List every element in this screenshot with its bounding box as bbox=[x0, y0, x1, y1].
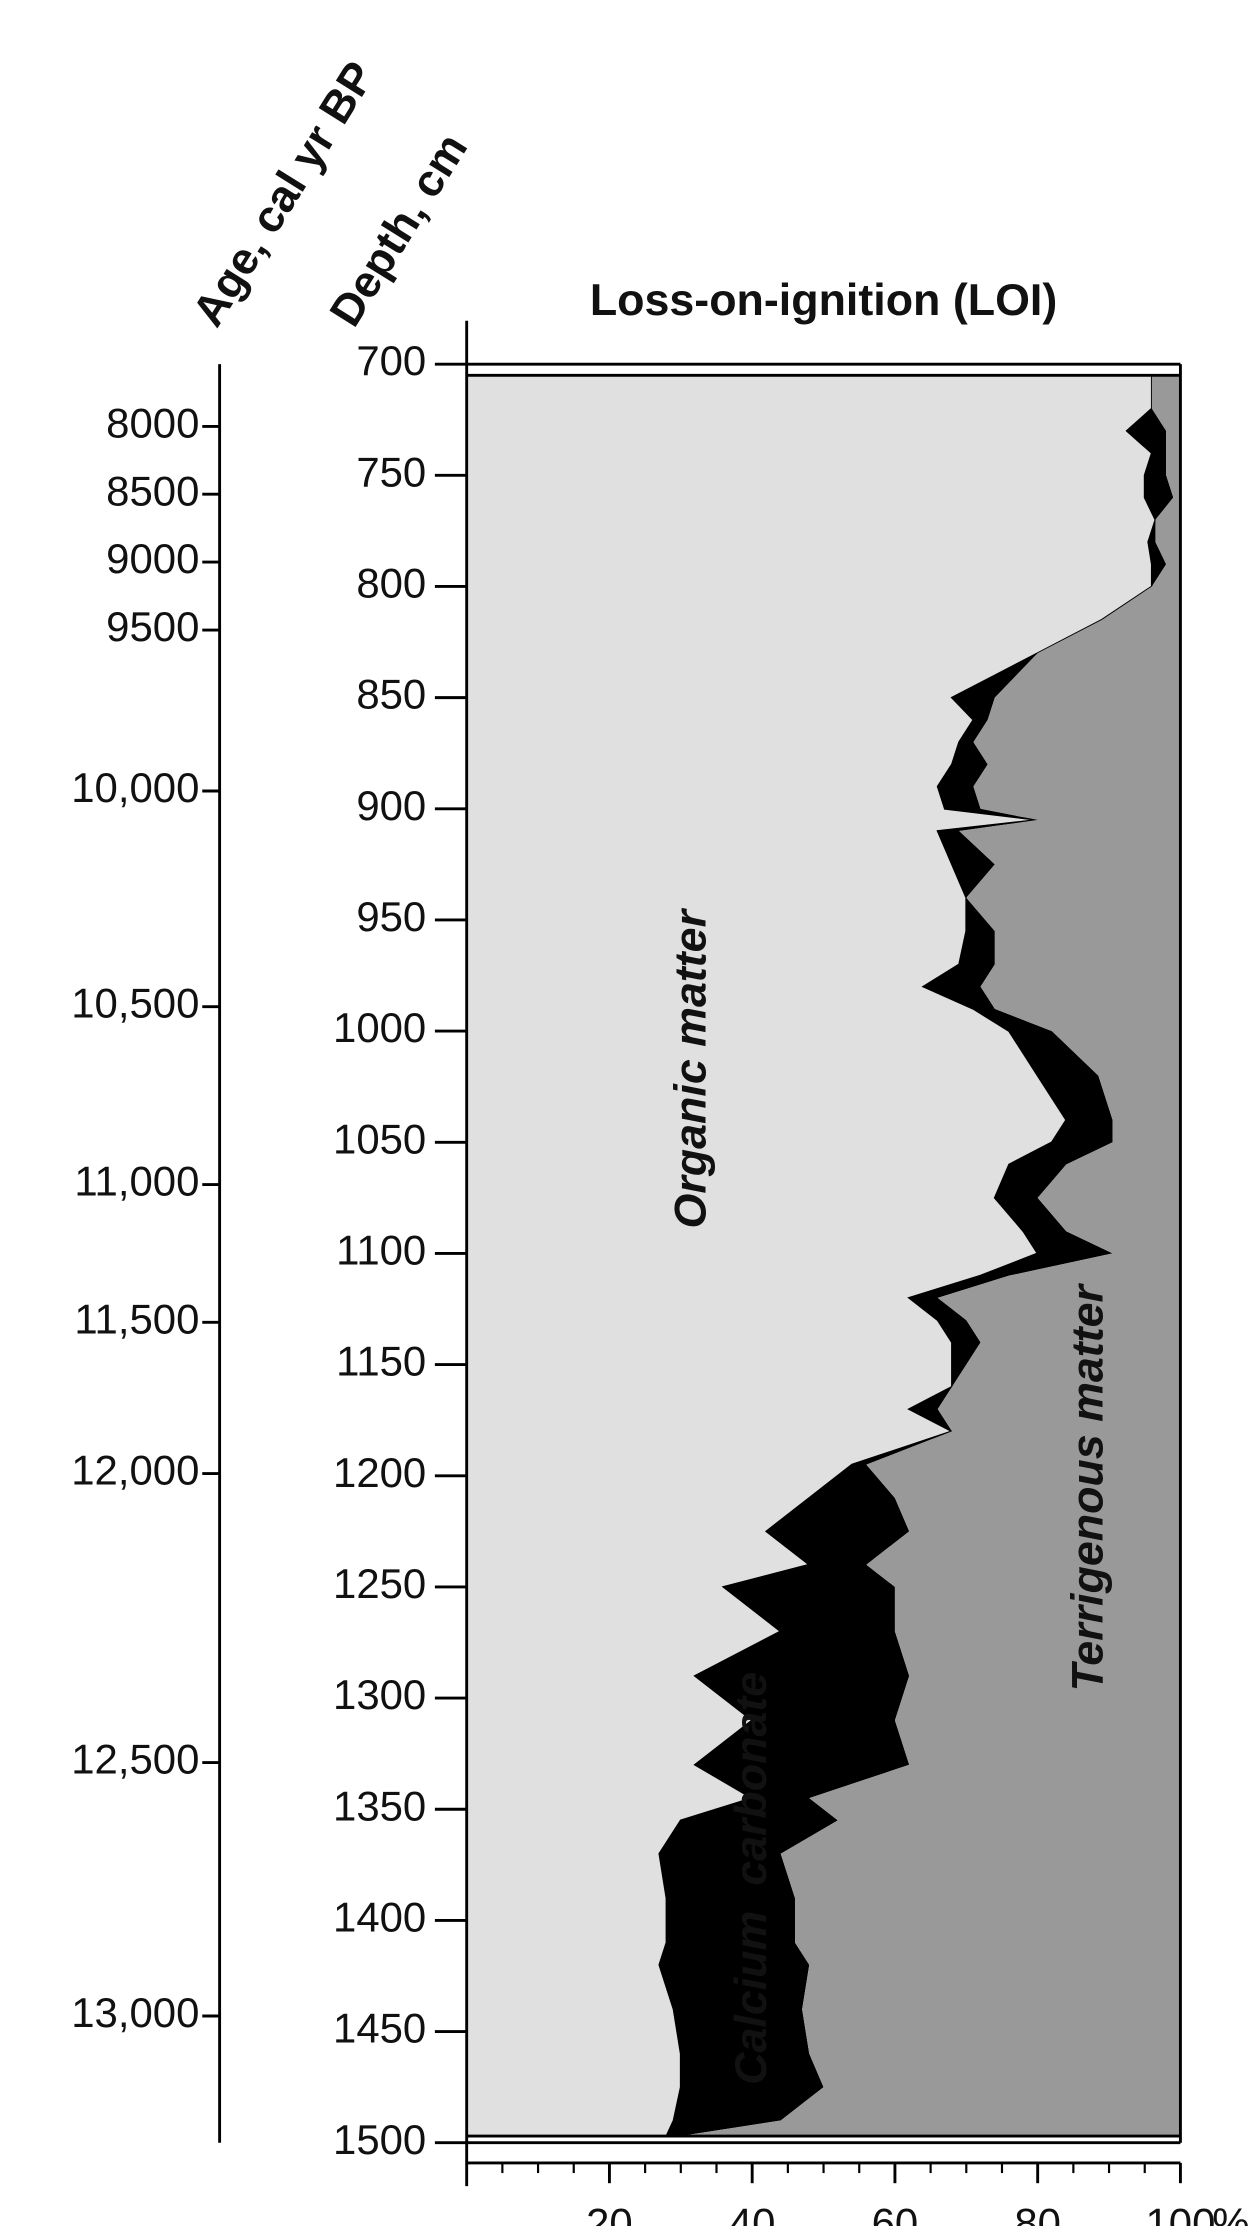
age-tick-label: 9000 bbox=[106, 535, 199, 582]
area bbox=[466, 375, 1156, 2137]
series-label: Calcium carbonate bbox=[726, 1672, 776, 2085]
y-tick-label: 1500 bbox=[333, 2116, 426, 2163]
x-tick-label: 40 bbox=[729, 2200, 776, 2226]
age-tick-label: 12,500 bbox=[71, 1736, 199, 1783]
age-tick-label: 10,000 bbox=[71, 764, 199, 811]
y-tick-label: 1100 bbox=[336, 1226, 426, 1273]
y-tick-label: 700 bbox=[356, 337, 426, 384]
age-tick-label: 13,000 bbox=[71, 1989, 199, 2036]
y-tick-label: 1150 bbox=[336, 1338, 426, 1385]
y-tick-label: 1250 bbox=[333, 1560, 426, 1607]
y-tick-label: 1400 bbox=[333, 1893, 426, 1940]
y-tick-label: 1300 bbox=[333, 1671, 426, 1718]
age-tick-label: 11,500 bbox=[74, 1295, 199, 1342]
age-tick-label: 8000 bbox=[106, 399, 199, 446]
y-tick-label: 800 bbox=[356, 560, 426, 607]
x-tick-label: 60 bbox=[872, 2200, 919, 2226]
x-tick-label: 20 bbox=[586, 2200, 633, 2226]
age-tick-label: 11,000 bbox=[74, 1158, 199, 1205]
depth-axis-title: Depth, cm bbox=[320, 125, 477, 335]
area bbox=[680, 375, 1181, 2137]
y-tick-label: 950 bbox=[356, 893, 426, 940]
y-tick-label: 1350 bbox=[333, 1782, 426, 1829]
y-tick-label: 850 bbox=[356, 671, 426, 718]
age-tick-label: 8500 bbox=[106, 467, 199, 514]
x-tick-label: 80 bbox=[1014, 2200, 1061, 2226]
age-tick-label: 10,500 bbox=[71, 980, 199, 1027]
y-tick-label: 750 bbox=[356, 448, 426, 495]
y-tick-label: 900 bbox=[356, 782, 426, 829]
x-axis-title: % bbox=[1212, 2200, 1249, 2226]
area bbox=[659, 375, 1174, 2137]
age-tick-label: 9500 bbox=[106, 603, 199, 650]
series-label: Terrigenous matter bbox=[1063, 1282, 1113, 1691]
y-tick-label: 1200 bbox=[333, 1449, 426, 1496]
y-tick-label: 1050 bbox=[333, 1115, 426, 1162]
age-tick-label: 12,000 bbox=[71, 1447, 199, 1494]
chart-title: Loss-on-ignition (LOI) bbox=[590, 275, 1057, 325]
x-tick-label: 100 bbox=[1145, 2200, 1215, 2226]
y-tick-label: 1000 bbox=[333, 1004, 426, 1051]
y-tick-label: 1450 bbox=[333, 2005, 426, 2052]
series-label: Organic matter bbox=[665, 907, 715, 1228]
